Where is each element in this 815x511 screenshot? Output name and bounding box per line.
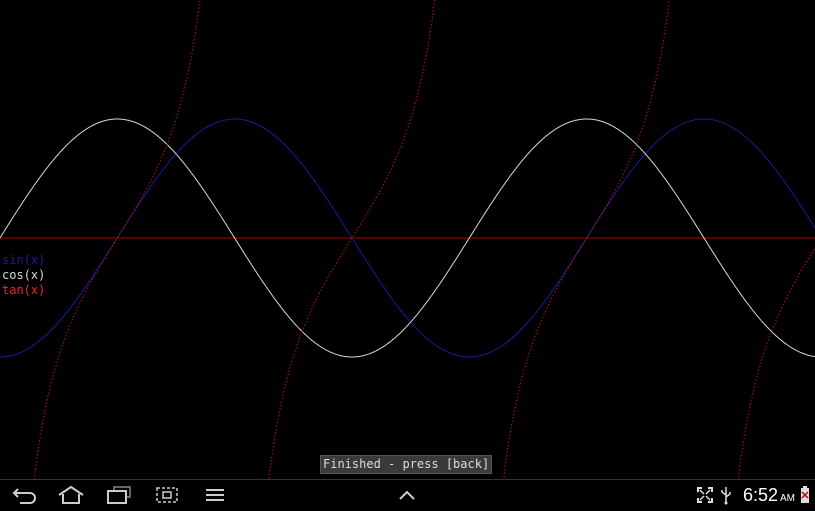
home-button[interactable] bbox=[56, 483, 86, 507]
series-sin bbox=[0, 118, 815, 358]
tan-curve-segment bbox=[737, 247, 815, 479]
finished-toast: Finished - press [back] bbox=[320, 455, 493, 474]
legend-item-cos: cos(x) bbox=[2, 268, 46, 282]
recent-apps-icon bbox=[107, 486, 131, 504]
clock-time: 6:52 bbox=[742, 485, 778, 505]
fullscreen-icon bbox=[697, 487, 713, 503]
plot-area bbox=[0, 0, 815, 479]
legend-item-sin: sin(x) bbox=[2, 253, 46, 267]
screenshot-icon bbox=[156, 487, 178, 503]
back-icon bbox=[12, 488, 36, 504]
screenshot-button[interactable] bbox=[152, 483, 182, 507]
tan-curve-segment bbox=[268, 0, 436, 479]
tan-curve-segment bbox=[503, 0, 670, 479]
usb-status bbox=[714, 483, 738, 507]
cos-curve-segment bbox=[0, 118, 815, 358]
usb-icon bbox=[721, 487, 731, 505]
fullscreen-button[interactable] bbox=[690, 483, 720, 507]
back-button[interactable] bbox=[10, 483, 40, 507]
battery-status bbox=[798, 483, 812, 507]
sin-curve-segment bbox=[0, 118, 815, 358]
tan-curve-segment bbox=[33, 0, 201, 479]
series-tan bbox=[33, 0, 815, 479]
function-plot bbox=[0, 0, 815, 479]
menu-icon bbox=[206, 489, 224, 501]
recent-apps-button[interactable] bbox=[104, 483, 134, 507]
clock: 6:52 AM bbox=[743, 483, 795, 511]
expand-button[interactable] bbox=[392, 483, 422, 507]
menu-button[interactable] bbox=[200, 483, 230, 507]
clock-ampm: AM bbox=[780, 493, 795, 504]
legend-item-tan: tan(x) bbox=[2, 283, 46, 297]
battery-icon bbox=[801, 486, 809, 503]
home-icon bbox=[58, 485, 84, 504]
legend: sin(x) cos(x) tan(x) bbox=[2, 253, 45, 298]
series-cos bbox=[0, 118, 815, 358]
chevron-up-icon bbox=[399, 490, 415, 500]
system-navigation-bar: 6:52 AM bbox=[0, 479, 815, 509]
